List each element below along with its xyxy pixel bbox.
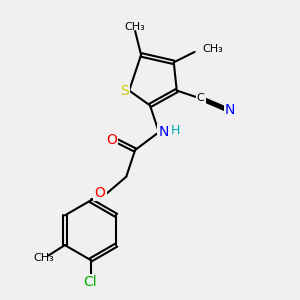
Text: Cl: Cl — [84, 275, 98, 289]
Text: H: H — [171, 124, 180, 136]
Text: O: O — [106, 133, 117, 147]
Text: CH₃: CH₃ — [202, 44, 223, 54]
Text: N: N — [225, 103, 236, 117]
Text: CH₃: CH₃ — [125, 22, 146, 32]
Text: CH₃: CH₃ — [34, 254, 54, 263]
Text: N: N — [158, 125, 169, 139]
Text: O: O — [94, 186, 106, 200]
Text: C: C — [197, 93, 204, 103]
Text: S: S — [120, 84, 129, 98]
